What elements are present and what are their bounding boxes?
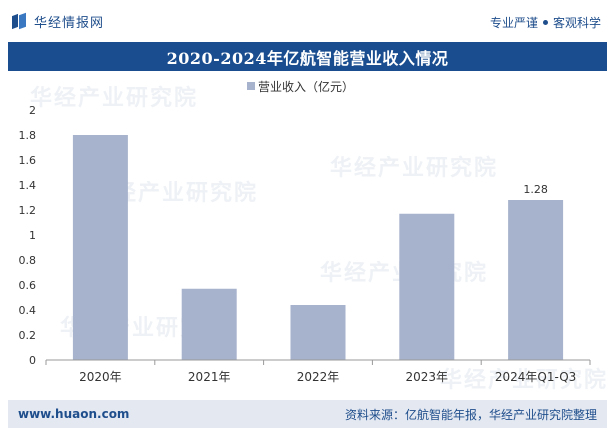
x-axis: 2020年 2021年 2022年 2023年 2024年Q1-Q3 (45, 359, 591, 384)
bar (399, 213, 455, 360)
bullet-dot-icon (542, 20, 548, 25)
legend-swatch (247, 82, 255, 90)
x-tick-label: 2022年 (297, 370, 340, 384)
y-tick-label: 1.8 (19, 129, 37, 142)
y-tick-label: 1.6 (19, 154, 37, 167)
bar (290, 305, 346, 360)
y-tick-label: 1.4 (19, 179, 37, 192)
footer-source: 资料来源：亿航智能年报，华经产业研究院整理 (344, 407, 597, 422)
y-tick-label: 0.2 (19, 329, 37, 342)
y-tick-label: 0.8 (19, 254, 37, 267)
y-tick-label: 1.2 (19, 204, 37, 217)
brand-logo-icon (12, 12, 28, 30)
slogan-right: 客观科学 (552, 16, 601, 30)
legend-label: 营业收入（亿元） (258, 79, 354, 94)
y-tick-label: 0.4 (19, 304, 37, 317)
bars: 1.28 (72, 135, 564, 360)
bar (72, 135, 128, 360)
top-header: 华经情报网 专业严谨 客观科学 (0, 0, 615, 42)
brand-name: 华经情报网 (34, 15, 105, 31)
legend: 营业收入（亿元） (247, 79, 354, 94)
x-tick-label: 2021年 (188, 370, 231, 384)
chart-title: 2020-2024年亿航智能营业收入情况 (166, 48, 449, 68)
y-axis: 0 0.2 0.4 0.6 0.8 1 1.2 1.4 1.6 1.8 2 (19, 104, 37, 367)
brand[interactable]: 华经情报网 (12, 12, 105, 31)
x-tick-label: 2024年Q1-Q3 (495, 370, 576, 384)
y-tick-label: 1 (29, 229, 36, 242)
x-tick-label: 2020年 (79, 370, 122, 384)
bar-chart: 营业收入（亿元） 0 0.2 0.4 0.6 0.8 1 1.2 1.4 1.6 1.8 2 1.2… (19, 79, 591, 384)
y-tick-label: 0 (29, 354, 36, 367)
slogan-left: 专业严谨 (489, 16, 538, 30)
footer: www.huaon.com 资料来源：亿航智能年报，华经产业研究院整理 (8, 400, 607, 428)
slogan: 专业严谨 客观科学 (490, 14, 601, 31)
x-tick-label: 2023年 (406, 370, 449, 384)
bar (181, 288, 237, 360)
y-tick-label: 0.6 (19, 279, 37, 292)
chart-title-bar: 2020-2024年亿航智能营业收入情况 (8, 42, 607, 71)
footer-site[interactable]: www.huaon.com (18, 407, 130, 421)
y-tick-label: 2 (29, 104, 36, 117)
data-label: 1.28 (523, 183, 548, 196)
bar (508, 200, 564, 360)
